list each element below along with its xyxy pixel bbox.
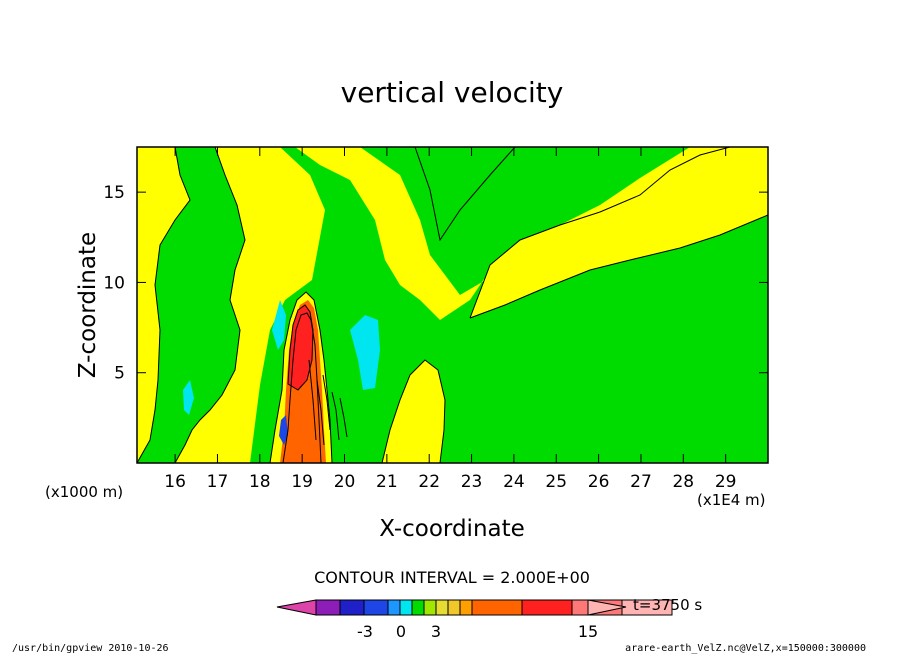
colorbar-block [521,599,573,616]
colorbar-block [435,599,449,616]
contour-line-3 [469,146,731,319]
x-tick-label: 23 [461,472,483,492]
negative-cell-1 [350,315,380,390]
contour-line-5 [414,146,516,242]
x-tick-label: 18 [249,472,271,492]
colorbar-block [459,599,473,616]
downdraft-blue [279,415,288,445]
colorbar-block [399,599,413,616]
colorbar-block [363,599,389,616]
contour-line-13 [331,391,340,441]
time-label: t=3750 s [633,596,702,614]
y-axis-label: Z-coordinate [75,232,101,378]
colorbar-right-arrow [587,599,627,616]
contour-line-11 [316,379,325,446]
colorbar-block [471,599,523,616]
x-tick-label: 17 [207,472,229,492]
colorbar-tick-label: 3 [431,622,441,641]
x-unit-left: (x1000 m) [45,483,123,501]
x-tick-label: 25 [545,472,567,492]
contour-line-6 [381,359,446,464]
updraft-core-red [288,305,313,390]
colorbar-tick-label: 0 [396,622,406,641]
upper-center-green [410,147,515,240]
x-tick-label: 26 [588,472,610,492]
x-axis: 16 17 18 19 20 21 22 23 24 25 26 27 28 29 [164,147,736,492]
colorbar-block [411,599,425,616]
contour-line-8 [287,304,314,391]
x-tick-label: 28 [672,472,694,492]
contour-line-4 [469,214,769,319]
right-lower-green [470,185,768,463]
colorbar-block [339,599,365,616]
footer-right: arare-earth_VelZ.nc@VelZ,x=150000:300000 [625,643,866,654]
x-tick-label: 27 [630,472,652,492]
far-left-yellow-band [137,147,190,463]
plot-area [136,146,769,464]
x-tick-label: 29 [715,472,737,492]
contour-line-12 [322,374,331,431]
plot-frame [136,146,769,464]
y-tick-label: 15 [103,183,125,203]
x-tick-label: 21 [376,472,398,492]
colorbar-tick-label: -3 [357,622,373,641]
chart-title: vertical velocity [341,76,564,109]
x-tick-label: 22 [418,472,440,492]
colorbar: t=3750 s -3 0 3 15 [276,596,702,641]
colorbar-block [387,599,401,616]
contour-line-9 [282,312,322,464]
negative-cell-3 [183,380,194,415]
x-tick-label: 24 [503,472,525,492]
colorbar-blocks [315,599,673,616]
contour-line-10 [308,359,317,441]
contour-line-14 [339,397,348,438]
x-unit-right: (x1E4 m) [697,491,766,509]
x-tick-label: 19 [291,472,313,492]
y-tick-label: 5 [114,364,125,384]
colorbar-tick-label: 15 [578,622,598,641]
x-axis-label: X-coordinate [379,516,525,542]
colorbar-block [315,599,341,616]
colorbar-block [447,599,461,616]
contour-lines [136,146,769,464]
contour-line-7 [269,291,333,464]
contour-line-2 [136,146,191,464]
negative-cell-2 [272,300,286,350]
right-upper-yellow [470,147,768,318]
colorbar-block [423,599,437,616]
y-tick-label: 10 [103,273,125,293]
contour-line-1 [137,146,246,464]
colorbar-left-arrow [276,599,317,616]
x-tick-label: 20 [334,472,356,492]
contour-interval-label: CONTOUR INTERVAL = 2.000E+00 [314,568,590,587]
colorbar-labels: -3 0 3 15 [357,622,598,641]
y-axis: 5 10 15 [103,183,768,384]
x-tick-label: 16 [164,472,186,492]
lower-center-yellow [382,360,445,463]
upper-center-yellow [295,147,768,320]
footer-left: /usr/bin/gpview 2010-10-26 [12,643,169,654]
